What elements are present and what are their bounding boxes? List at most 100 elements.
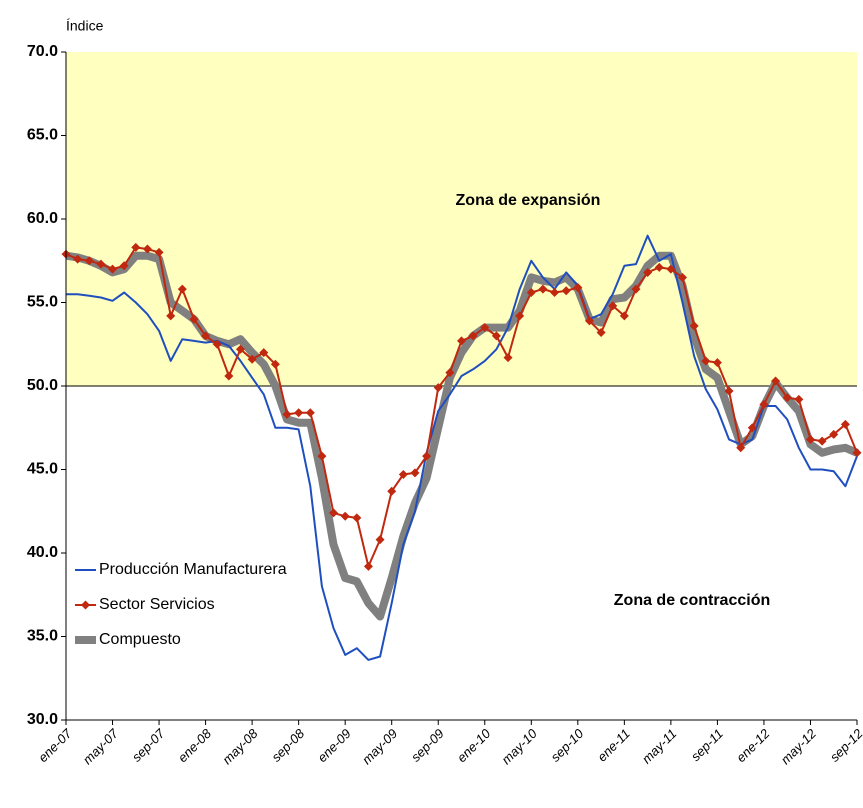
x-tick-label: may-09 xyxy=(359,726,400,767)
series-marker xyxy=(759,399,769,409)
series-marker xyxy=(643,267,653,277)
series-marker xyxy=(829,429,839,439)
series-line xyxy=(66,234,858,661)
y-axis-label: Índice xyxy=(66,18,104,34)
series-marker xyxy=(712,358,722,368)
series-marker xyxy=(608,301,618,311)
series-marker xyxy=(131,242,141,252)
y-tick-label: 70.0 xyxy=(27,43,58,60)
series-marker xyxy=(352,513,362,523)
series-marker xyxy=(526,287,536,297)
series-marker xyxy=(515,311,525,321)
series-marker xyxy=(631,284,641,294)
series-marker xyxy=(805,434,815,444)
annotation: Zona de contracción xyxy=(614,592,770,609)
x-tick-label: ene-12 xyxy=(733,725,773,765)
y-tick-label: 50.0 xyxy=(27,377,58,394)
series-marker xyxy=(840,419,850,429)
series-marker xyxy=(480,323,490,333)
series-marker xyxy=(73,254,83,264)
series-marker xyxy=(387,486,397,496)
x-tick-label: may-07 xyxy=(80,725,122,767)
series-marker xyxy=(247,354,257,364)
series-marker xyxy=(491,331,501,341)
legend-label: Producción Manufacturera xyxy=(99,561,287,578)
series-marker xyxy=(445,368,455,378)
series-marker xyxy=(259,348,269,358)
x-tick-label: sep-10 xyxy=(548,725,587,764)
series-marker xyxy=(201,331,211,341)
series-marker xyxy=(305,408,315,418)
series-marker xyxy=(433,383,443,393)
x-tick-label: may-08 xyxy=(219,725,261,767)
series-marker xyxy=(678,272,688,282)
series-marker xyxy=(96,259,106,269)
series-marker xyxy=(747,423,757,433)
series-marker xyxy=(689,321,699,331)
series-marker xyxy=(817,436,827,446)
expansion-zone xyxy=(66,52,857,386)
series-marker xyxy=(340,511,350,521)
series-marker xyxy=(468,331,478,341)
series-marker xyxy=(422,451,432,461)
series-marker xyxy=(736,443,746,453)
series-marker xyxy=(538,284,548,294)
series-marker xyxy=(852,448,862,458)
series-marker xyxy=(154,247,164,257)
series-marker xyxy=(363,561,373,571)
series-marker xyxy=(410,468,420,478)
series-marker xyxy=(771,376,781,386)
x-tick-label: sep-12 xyxy=(827,725,863,764)
y-tick-label: 55.0 xyxy=(27,294,58,311)
series-marker xyxy=(724,386,734,396)
x-tick-label: may-11 xyxy=(639,726,680,767)
y-tick-label: 45.0 xyxy=(27,461,58,478)
series-marker xyxy=(573,282,583,292)
series-marker xyxy=(561,286,571,296)
x-tick-label: sep-07 xyxy=(129,725,168,764)
series-marker xyxy=(166,311,176,321)
x-tick-label: may-12 xyxy=(778,725,820,767)
series-marker xyxy=(282,409,292,419)
legend-label: Compuesto xyxy=(99,631,181,648)
series-marker xyxy=(270,359,280,369)
x-tick-label: ene-07 xyxy=(35,725,75,765)
series-marker xyxy=(317,451,327,461)
x-tick-label: sep-09 xyxy=(408,726,447,765)
series-marker xyxy=(398,470,408,480)
series-marker xyxy=(503,353,513,363)
series-marker xyxy=(666,264,676,274)
y-tick-label: 60.0 xyxy=(27,210,58,227)
series-marker xyxy=(550,287,560,297)
series-marker xyxy=(457,336,466,346)
series-marker xyxy=(235,344,245,354)
series-marker xyxy=(619,311,629,321)
x-tick-label: may-10 xyxy=(499,725,541,767)
y-tick-label: 30.0 xyxy=(27,711,58,728)
series-marker xyxy=(596,328,606,338)
series-marker xyxy=(84,256,94,266)
x-tick-label: sep-08 xyxy=(268,725,307,764)
series-marker xyxy=(375,535,385,545)
y-tick-label: 65.0 xyxy=(27,127,58,144)
x-tick-label: ene-11 xyxy=(594,726,633,765)
series-marker xyxy=(212,339,222,349)
series-marker xyxy=(701,356,711,366)
series-marker xyxy=(782,393,792,403)
series-marker xyxy=(224,371,234,381)
series-marker xyxy=(654,262,664,272)
y-tick-label: 40.0 xyxy=(27,544,58,561)
y-tick-label: 35.0 xyxy=(27,628,58,645)
series-marker xyxy=(584,316,594,326)
series-marker xyxy=(142,244,152,254)
x-tick-label: ene-10 xyxy=(454,725,494,765)
series-marker xyxy=(794,394,804,404)
series-marker xyxy=(108,264,118,274)
series-marker xyxy=(119,261,129,271)
annotation: Zona de expansión xyxy=(456,192,601,209)
series-marker xyxy=(294,408,304,418)
series-marker xyxy=(177,284,187,294)
legend-marker xyxy=(81,600,90,610)
x-tick-label: ene-08 xyxy=(175,725,215,765)
